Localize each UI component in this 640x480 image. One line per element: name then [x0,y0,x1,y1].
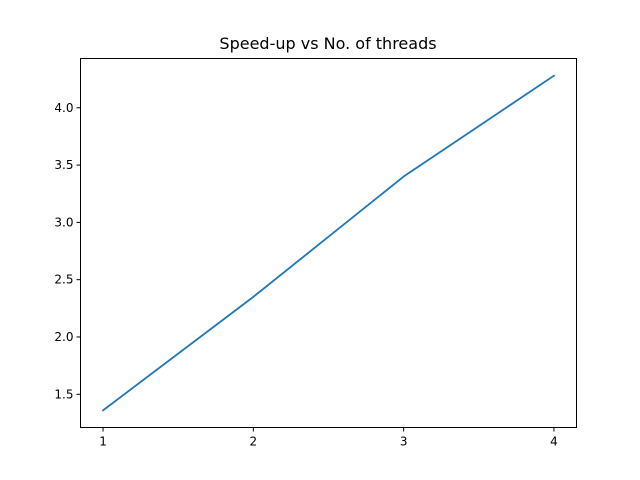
y-tick-label: 2.5 [54,273,73,287]
series-line [101,74,556,412]
x-tick-label: 3 [400,435,408,449]
y-tick-label: 2.0 [54,330,73,344]
axes-frame [80,58,577,428]
x-tick-label: 1 [99,435,107,449]
y-tick-label: 3.5 [54,158,73,172]
chart-title: Speed-up vs No. of threads [219,34,436,53]
y-tick-label: 1.5 [54,387,73,401]
y-tick-label: 3.0 [54,215,73,229]
plot-area: 1 2 3 4 1.5 2.0 2.5 3.0 3.5 4.0 [54,74,558,449]
y-tick-label: 4.0 [54,101,73,115]
x-tick-label: 4 [550,435,558,449]
x-tick-label: 2 [250,435,258,449]
